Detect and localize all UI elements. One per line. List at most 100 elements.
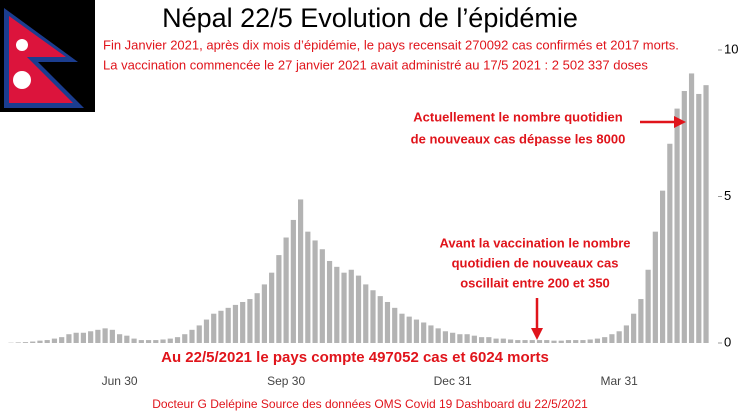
bar xyxy=(507,339,514,343)
bar xyxy=(51,338,58,343)
bar xyxy=(522,340,528,343)
bar xyxy=(681,91,687,344)
bar xyxy=(276,255,282,343)
bar xyxy=(384,301,391,343)
bar xyxy=(269,272,275,343)
bar xyxy=(341,272,347,343)
nepal-flag xyxy=(0,0,95,112)
bar xyxy=(413,319,420,343)
bar xyxy=(153,340,159,343)
bar xyxy=(551,340,557,343)
y-tick-label: 10 xyxy=(724,41,738,56)
x-tick-label: Mar 31 xyxy=(600,374,638,388)
bar xyxy=(174,337,181,343)
bar xyxy=(305,231,311,343)
bar xyxy=(587,339,593,343)
bar xyxy=(290,219,296,343)
bar xyxy=(124,335,130,343)
bar xyxy=(348,269,354,343)
annotation: oscillait entre 200 et 350 xyxy=(460,275,610,290)
bar xyxy=(37,340,43,343)
bar xyxy=(211,313,217,343)
bar xyxy=(102,328,108,343)
annotation: Au 22/5/2021 le pays compte 497052 cas e… xyxy=(161,349,549,366)
annotation: de nouveaux cas dépasse les 8000 xyxy=(411,131,626,146)
bar xyxy=(312,240,318,343)
bar xyxy=(638,299,644,343)
x-tick-label: Sep 30 xyxy=(267,374,305,388)
bar xyxy=(703,85,709,343)
bar xyxy=(240,301,246,343)
bar xyxy=(319,249,325,343)
bar xyxy=(355,275,362,343)
bar xyxy=(298,199,304,343)
bar xyxy=(44,340,50,343)
bar xyxy=(645,269,651,343)
bar xyxy=(573,340,579,343)
annotation: Avant la vaccination le nombre xyxy=(440,235,631,250)
bar xyxy=(631,313,637,343)
bar xyxy=(232,304,239,343)
y-tick-label: 0 xyxy=(724,334,731,349)
bar xyxy=(450,332,456,343)
subtitle: La vaccination commencée le 27 janvier 2… xyxy=(103,57,648,72)
bar xyxy=(15,342,21,343)
bar xyxy=(479,337,485,343)
bar xyxy=(667,143,673,343)
bar xyxy=(261,284,267,343)
bar xyxy=(326,260,333,343)
bar xyxy=(254,293,260,343)
bar xyxy=(652,231,658,343)
bar xyxy=(421,322,427,343)
bar xyxy=(189,329,195,343)
bar xyxy=(435,328,441,343)
bar xyxy=(688,73,695,343)
bar xyxy=(88,331,94,343)
bar xyxy=(536,340,543,343)
bar xyxy=(500,338,506,343)
bar xyxy=(66,334,72,343)
bar xyxy=(529,340,535,343)
bar xyxy=(203,319,210,343)
bar xyxy=(225,307,231,343)
bar xyxy=(696,93,702,343)
source: Docteur G Delépine Source des données OM… xyxy=(152,397,588,411)
subtitle: Fin Janvier 2021, après dix mois d’épidé… xyxy=(103,37,679,52)
bar xyxy=(95,329,101,343)
bar xyxy=(392,307,398,343)
bar xyxy=(493,338,499,343)
bar xyxy=(442,331,448,343)
bar xyxy=(247,299,253,343)
bar xyxy=(544,340,550,343)
bar xyxy=(565,340,572,343)
bar xyxy=(616,331,622,343)
annotation: Actuellement le nombre quotidien xyxy=(413,109,623,124)
bar xyxy=(22,342,29,343)
annotation: quotidien de nouveaux cas xyxy=(452,255,619,270)
x-tick-label: Jun 30 xyxy=(102,374,138,388)
bar xyxy=(131,338,137,343)
bar xyxy=(145,340,152,343)
bar xyxy=(464,334,470,343)
bar xyxy=(109,329,115,343)
bar xyxy=(515,340,521,343)
bar xyxy=(486,337,492,343)
bar xyxy=(457,334,463,343)
bar xyxy=(59,337,65,343)
bar xyxy=(167,338,173,343)
bar xyxy=(80,332,86,343)
bar xyxy=(160,339,166,343)
bar xyxy=(471,335,477,343)
bar xyxy=(580,340,586,343)
bar xyxy=(334,266,340,343)
bar xyxy=(377,296,383,343)
bar xyxy=(196,325,202,343)
bar xyxy=(73,332,79,343)
bar xyxy=(370,290,376,343)
bar xyxy=(594,338,601,343)
bar xyxy=(218,310,224,343)
bar xyxy=(623,325,629,343)
bar xyxy=(117,334,123,343)
chart-title: Népal 22/5 Evolution de l’épidémie xyxy=(162,3,578,33)
